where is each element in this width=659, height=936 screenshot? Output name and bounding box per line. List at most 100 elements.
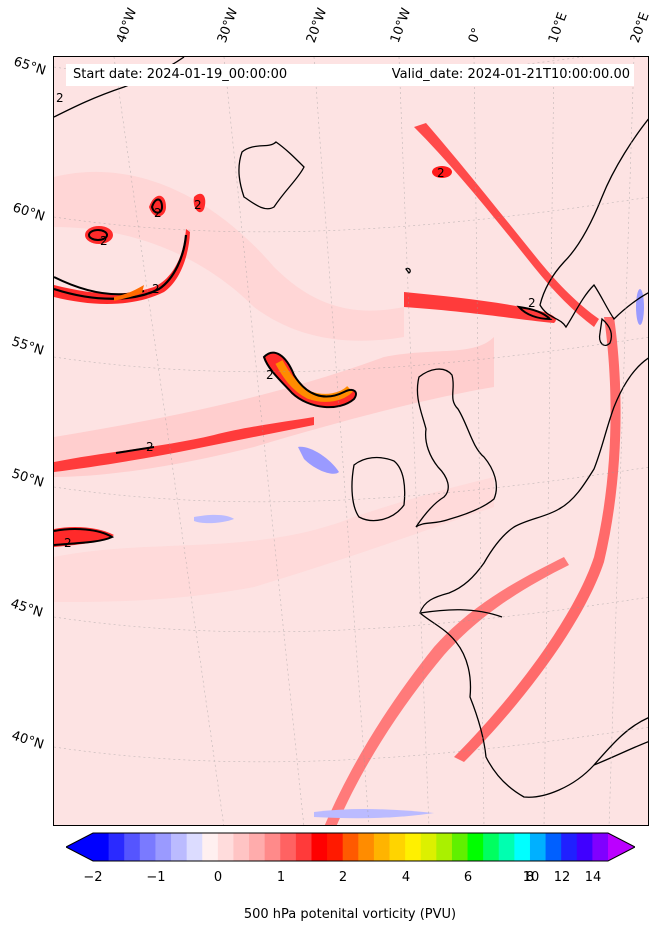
coastlines bbox=[54, 57, 648, 798]
colorbar-segment bbox=[186, 833, 203, 861]
colorbar-tick-label: 1 bbox=[276, 870, 286, 885]
lon-label: 40°W bbox=[113, 6, 141, 45]
contour-label: 2 bbox=[266, 368, 274, 382]
pv-band bbox=[54, 417, 314, 472]
colorbar-segment bbox=[405, 833, 422, 861]
pv-band bbox=[454, 317, 621, 762]
colorbar-segment bbox=[498, 833, 515, 861]
contour-label: 2 bbox=[154, 206, 162, 220]
pv-band bbox=[324, 557, 569, 825]
europe-coast bbox=[419, 357, 648, 798]
colorbar-segment bbox=[295, 833, 313, 861]
lon-label: 30°W bbox=[214, 6, 242, 45]
colorbar-segment bbox=[389, 833, 406, 861]
pv-contour bbox=[115, 446, 155, 454]
start-date-text: Start date: 2024-01-19_00:00:00 bbox=[73, 67, 288, 82]
contour-label: 2 bbox=[152, 282, 160, 296]
colorbar-tick-label: −2 bbox=[83, 870, 103, 885]
colorbar-segment bbox=[249, 833, 266, 861]
iberia-coast bbox=[419, 609, 503, 618]
colorbar-under-triangle bbox=[66, 833, 93, 861]
denmark-coast bbox=[598, 317, 613, 347]
colorbar-segment bbox=[529, 833, 547, 861]
colorbar-segment bbox=[358, 833, 375, 861]
colorbar-segment bbox=[545, 833, 562, 861]
lat-label: 60°N bbox=[10, 200, 47, 225]
colorbar-segment bbox=[139, 833, 157, 861]
contour-label: 2 bbox=[194, 198, 202, 212]
pv-contour bbox=[54, 528, 115, 546]
faroe-coast bbox=[405, 267, 411, 274]
pv-band-soft bbox=[54, 337, 494, 477]
colorbar-segment bbox=[342, 833, 359, 861]
valid-date-text: Valid_date: 2024-01-21T10:00:00.00 bbox=[391, 67, 630, 82]
pv-hook bbox=[264, 352, 356, 408]
colorbar-outline bbox=[66, 832, 635, 862]
neg-pv-patch bbox=[636, 289, 644, 325]
colorbar-segment bbox=[93, 833, 110, 861]
lon-label: 20°E bbox=[627, 10, 653, 46]
colorbar-segment bbox=[592, 833, 609, 861]
lat-label: 45°N bbox=[8, 596, 45, 621]
graticule bbox=[54, 57, 648, 825]
pv-blob bbox=[432, 166, 452, 178]
pv-blob bbox=[193, 193, 206, 213]
colorbar-tick-label: −1 bbox=[146, 870, 166, 885]
colorbar-segment bbox=[202, 833, 219, 861]
pv-contour bbox=[150, 198, 164, 214]
contour-label: 2 bbox=[437, 166, 445, 180]
colorbar-segment bbox=[514, 833, 531, 861]
colorbar-segment bbox=[327, 833, 344, 861]
lat-label: 55°N bbox=[9, 334, 46, 359]
iceland-coast bbox=[238, 141, 305, 210]
colorbar-segment bbox=[280, 833, 297, 861]
contour-labels: 2 2 2 2 2 2 2 2 2 2 bbox=[56, 91, 536, 550]
lon-label: 10°E bbox=[545, 10, 571, 46]
colorbar-segment bbox=[311, 833, 328, 861]
colorbar-segment bbox=[467, 833, 484, 861]
norway-coast bbox=[539, 118, 648, 329]
colorbar-segment bbox=[108, 833, 125, 861]
colorbar-segment bbox=[155, 833, 172, 861]
colorbar-segment bbox=[217, 833, 235, 861]
colorbar-segment bbox=[233, 833, 250, 861]
colorbar-tick-label: 10 bbox=[522, 870, 540, 885]
lon-label: 20°W bbox=[303, 6, 331, 45]
pv-contour bbox=[54, 234, 188, 300]
colorbar-over-triangle bbox=[608, 833, 635, 861]
contour-label: 2 bbox=[56, 91, 64, 105]
colorbar-tick-label: 0 bbox=[213, 870, 223, 885]
pv-core bbox=[275, 360, 353, 402]
colorbar-segment bbox=[483, 833, 500, 861]
lat-label: 50°N bbox=[9, 466, 46, 491]
pv-contour bbox=[88, 229, 108, 241]
colorbar-tick-label: 6 bbox=[463, 870, 473, 885]
contour-label: 2 bbox=[146, 440, 154, 454]
colorbar bbox=[66, 832, 635, 862]
colorbar-tick-label: 8 bbox=[525, 870, 535, 885]
date-info-box: Start date: 2024-01-19_00:00:00 Valid_da… bbox=[66, 64, 634, 86]
lon-label: 10°W bbox=[387, 6, 415, 45]
colorbar-segment bbox=[436, 833, 453, 861]
colorbar-segment bbox=[373, 833, 391, 861]
lon-label: 0° bbox=[465, 25, 486, 45]
med-coast bbox=[593, 741, 648, 766]
map-panel: 2 2 2 2 2 2 2 2 2 2 bbox=[53, 56, 649, 826]
neg-pv-patch bbox=[298, 446, 339, 474]
neg-pv-patch bbox=[194, 514, 234, 524]
contour-label: 2 bbox=[100, 234, 108, 248]
pv-band bbox=[404, 292, 556, 323]
ireland-coast bbox=[351, 456, 406, 522]
colorbar-segment bbox=[124, 833, 141, 861]
pv-map: 2 2 2 2 2 2 2 2 2 2 bbox=[54, 57, 648, 825]
pv-core bbox=[114, 285, 144, 301]
colorbar-tick-label: 14 bbox=[584, 870, 602, 885]
colorbar-segment bbox=[576, 833, 593, 861]
colorbar-tick-label: 2 bbox=[338, 870, 348, 885]
contour-label: 2 bbox=[64, 536, 72, 550]
pv-contour bbox=[262, 351, 357, 409]
colorbar-label: 500 hPa potenital vorticity (PVU) bbox=[243, 907, 457, 922]
lat-label: 65°N bbox=[11, 54, 48, 79]
contour-label: 2 bbox=[528, 296, 536, 310]
colorbar-segment bbox=[561, 833, 578, 861]
